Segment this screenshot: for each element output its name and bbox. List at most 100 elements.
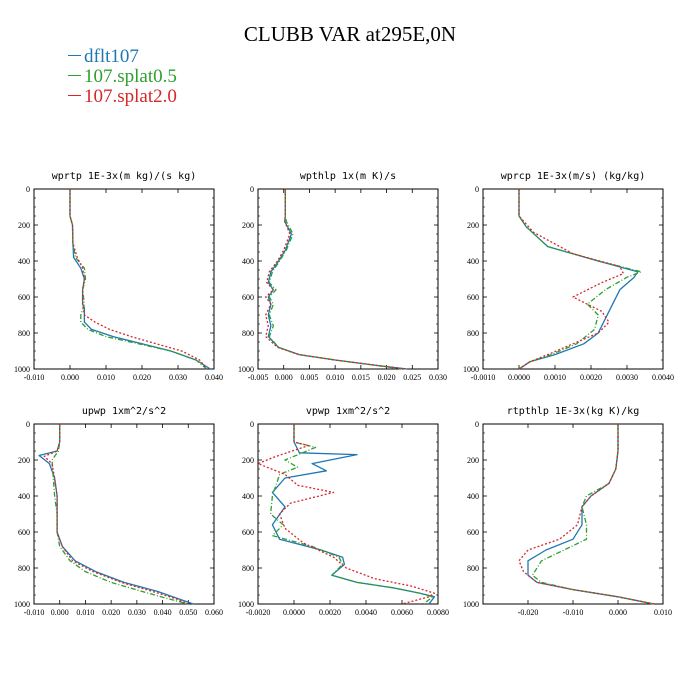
- y-tick-label: 1000: [14, 600, 30, 609]
- chart-title: upwp 1xm^2/s^2: [82, 406, 166, 417]
- series-line-107-splat0-5: [531, 424, 655, 605]
- series-line-dflt107: [69, 189, 211, 370]
- x-tick-label: 0.030: [128, 608, 146, 617]
- chart-title: rtpthlp 1E-3x(kg K)/kg: [507, 406, 639, 417]
- series-line-dflt107: [267, 189, 408, 370]
- x-tick-label: 0.000: [275, 373, 293, 382]
- y-tick-label: 400: [242, 492, 254, 501]
- x-tick-label: -0.010: [24, 373, 45, 382]
- chart-title: vpwp 1xm^2/s^2: [306, 406, 390, 417]
- x-tick-label: 0.0000: [283, 608, 305, 617]
- y-tick-label: 0: [250, 420, 254, 429]
- plot-frame: [482, 188, 664, 370]
- x-tick-label: 0.0020: [580, 373, 602, 382]
- chart-panel-6: rtpthlp 1E-3x(kg K)/kg 0 200 400 600 800 1000 -…: [463, 406, 672, 617]
- x-tick-label: 0.0040: [652, 373, 674, 382]
- y-tick-label: 0: [250, 185, 254, 194]
- x-tick-label: -0.010: [24, 608, 45, 617]
- series-line-107-splat2-0: [43, 424, 189, 605]
- series-line-107-splat0-5: [69, 189, 208, 370]
- y-tick-label: 1000: [14, 365, 30, 374]
- y-tick-label: 1000: [238, 365, 254, 374]
- x-tick-label: -0.010: [563, 608, 584, 617]
- x-tick-label: 0.020: [133, 373, 151, 382]
- x-tick-label: 0.040: [154, 608, 172, 617]
- x-tick-label: 0.020: [102, 608, 120, 617]
- x-tick-label: 0.010: [654, 608, 672, 617]
- x-tick-label: 0.0060: [391, 608, 413, 617]
- legend-item-splat2-0: 107.splat2.0: [68, 86, 177, 108]
- x-tick-label: 0.020: [378, 373, 396, 382]
- y-tick-label: 800: [467, 564, 479, 573]
- series-line-107-splat0-5: [518, 189, 643, 370]
- y-tick-label: 400: [467, 257, 479, 266]
- x-tick-label: 0.060: [205, 608, 223, 617]
- y-tick-label: 800: [467, 329, 479, 338]
- y-tick-label: 400: [242, 257, 254, 266]
- legend-label: dflt107: [84, 46, 139, 67]
- series-line-107-splat0-5: [269, 424, 434, 605]
- series-line-dflt107: [527, 424, 655, 605]
- chart-panel-4: upwp 1xm^2/s^2 0 200 400 600 800 1000-0.010 0.0…: [14, 406, 223, 617]
- series-line-dflt107: [38, 424, 194, 605]
- y-tick-label: 200: [242, 221, 254, 230]
- x-tick-label: 0.0080: [427, 608, 449, 617]
- x-tick-label: -0.0020: [246, 608, 271, 617]
- y-tick-label: 600: [242, 528, 254, 537]
- x-tick-label: 0.010: [326, 373, 344, 382]
- chart-title: wprtp 1E-3x(m kg)/(s kg): [52, 171, 197, 182]
- series-line-107-splat0-5: [268, 189, 403, 370]
- y-tick-label: 800: [242, 564, 254, 573]
- x-tick-label: 0.0010: [544, 373, 566, 382]
- x-tick-label: -0.0010: [471, 373, 496, 382]
- y-tick-label: 400: [18, 492, 30, 501]
- x-tick-label: 0.000: [61, 373, 79, 382]
- y-tick-label: 200: [18, 221, 30, 230]
- y-tick-label: 200: [467, 456, 479, 465]
- y-tick-label: 200: [18, 456, 30, 465]
- chart-panel-3: wprcp 1E-3x(m/s) (kg/kg) 0 200 400 600 800 100…: [463, 171, 674, 382]
- series-line-107-splat2-0: [518, 189, 625, 370]
- y-tick-label: 800: [18, 329, 30, 338]
- legend-label: 107.splat0.5: [84, 66, 177, 87]
- x-tick-label: 0.0030: [616, 373, 638, 382]
- x-tick-label: -0.020: [518, 608, 539, 617]
- chart-panel-5: vpwp 1xm^2/s^2 0 200 400 600 800 1000-0.0020 0.…: [238, 406, 449, 617]
- chart-panel-2: wpthlp 1x(m K)/s 0 200 400 600 800 1000-0.005 0…: [238, 171, 447, 382]
- y-tick-label: 1000: [238, 600, 254, 609]
- x-tick-label: -0.005: [248, 373, 269, 382]
- x-tick-label: 0.040: [205, 373, 223, 382]
- chart-panel-1: wprtp 1E-3x(m kg)/(s kg) 0 200 400 600 800 100…: [14, 171, 223, 382]
- series-line-107-splat2-0: [518, 424, 655, 605]
- y-tick-label: 400: [467, 492, 479, 501]
- plot-frame: [33, 188, 215, 370]
- series-line-107-splat2-0: [69, 189, 208, 370]
- y-tick-label: 200: [242, 456, 254, 465]
- legend-line-icon: [68, 95, 81, 97]
- chart-title: wprcp 1E-3x(m/s) (kg/kg): [501, 171, 646, 182]
- series-line-107-splat2-0: [257, 424, 436, 605]
- x-tick-label: 0.000: [609, 608, 627, 617]
- plot-frame: [33, 423, 215, 605]
- x-tick-label: 0.050: [179, 608, 197, 617]
- x-tick-label: 0.015: [352, 373, 370, 382]
- series-line-dflt107: [518, 189, 639, 370]
- series-line-107-splat0-5: [51, 424, 189, 605]
- figure-title: CLUBB VAR at295E,0N: [243, 22, 457, 46]
- legend-line-icon: [68, 75, 81, 77]
- x-tick-label: 0.010: [97, 373, 115, 382]
- chart-title: wpthlp 1x(m K)/s: [300, 171, 396, 182]
- y-tick-label: 800: [18, 564, 30, 573]
- plot-frame: [257, 423, 439, 605]
- x-tick-label: 0.005: [300, 373, 318, 382]
- y-tick-label: 600: [18, 528, 30, 537]
- x-tick-label: 0.030: [429, 373, 447, 382]
- x-tick-label: 0.0040: [355, 608, 377, 617]
- y-tick-label: 600: [242, 293, 254, 302]
- y-tick-label: 600: [467, 528, 479, 537]
- y-tick-label: 0: [26, 185, 30, 194]
- series-line-107-splat2-0: [265, 189, 408, 370]
- y-tick-label: 0: [475, 420, 479, 429]
- x-tick-label: 0.000: [51, 608, 69, 617]
